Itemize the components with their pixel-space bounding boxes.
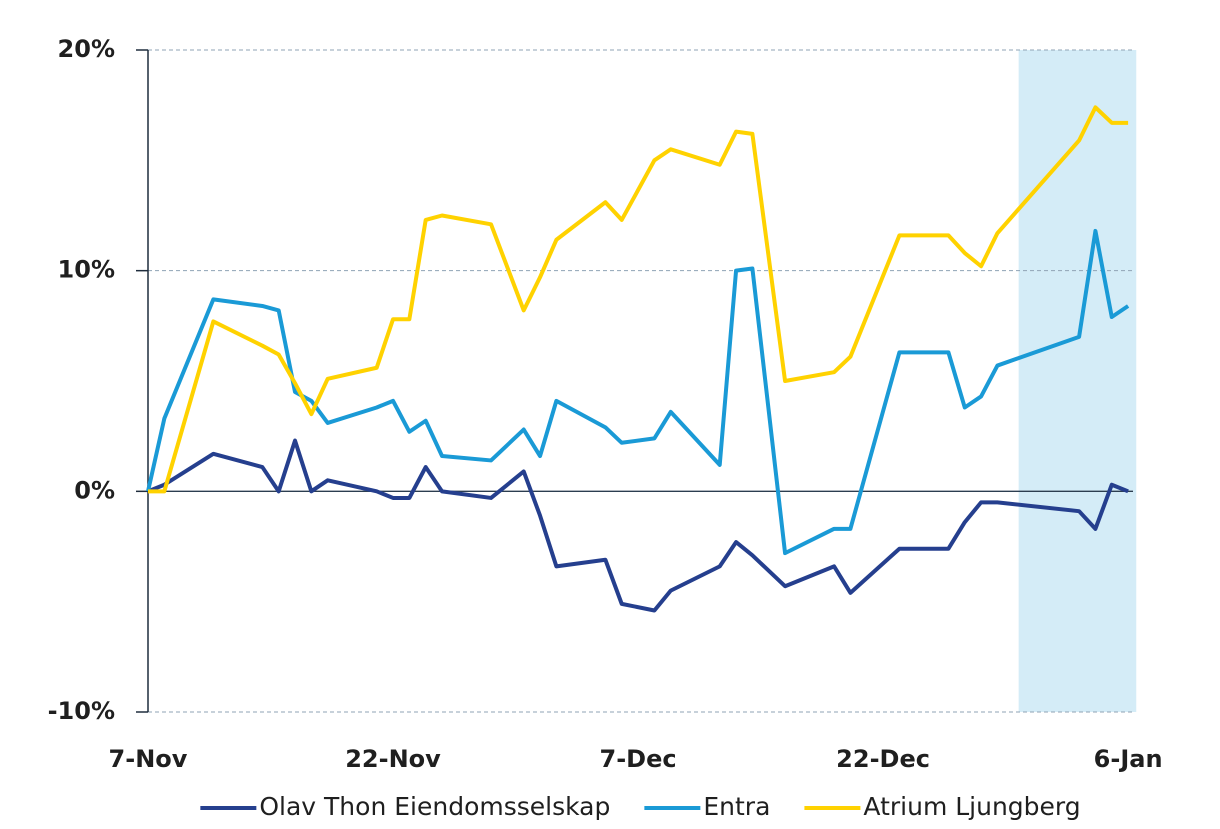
legend-label: Olav Thon Eiendomsselskap (259, 792, 610, 821)
series-line (148, 105, 1129, 494)
legend-label: Entra (703, 792, 770, 821)
series-line (146, 228, 1130, 556)
legend-label: Atrium Ljungberg (863, 792, 1080, 821)
highlight-region (1018, 50, 1137, 712)
y-tick-label: 20% (58, 35, 115, 63)
x-tick-label: 22-Dec (836, 745, 930, 773)
x-tick-label: 7-Nov (109, 745, 188, 773)
x-tick-label: 6-Jan (1094, 745, 1163, 773)
y-tick-label: 10% (58, 256, 115, 284)
series-line (147, 438, 1129, 613)
x-tick-label: 22-Nov (345, 745, 441, 773)
x-tick-label: 7-Dec (600, 745, 677, 773)
y-tick-label: -10% (48, 697, 115, 725)
y-tick-label: 0% (74, 476, 115, 504)
